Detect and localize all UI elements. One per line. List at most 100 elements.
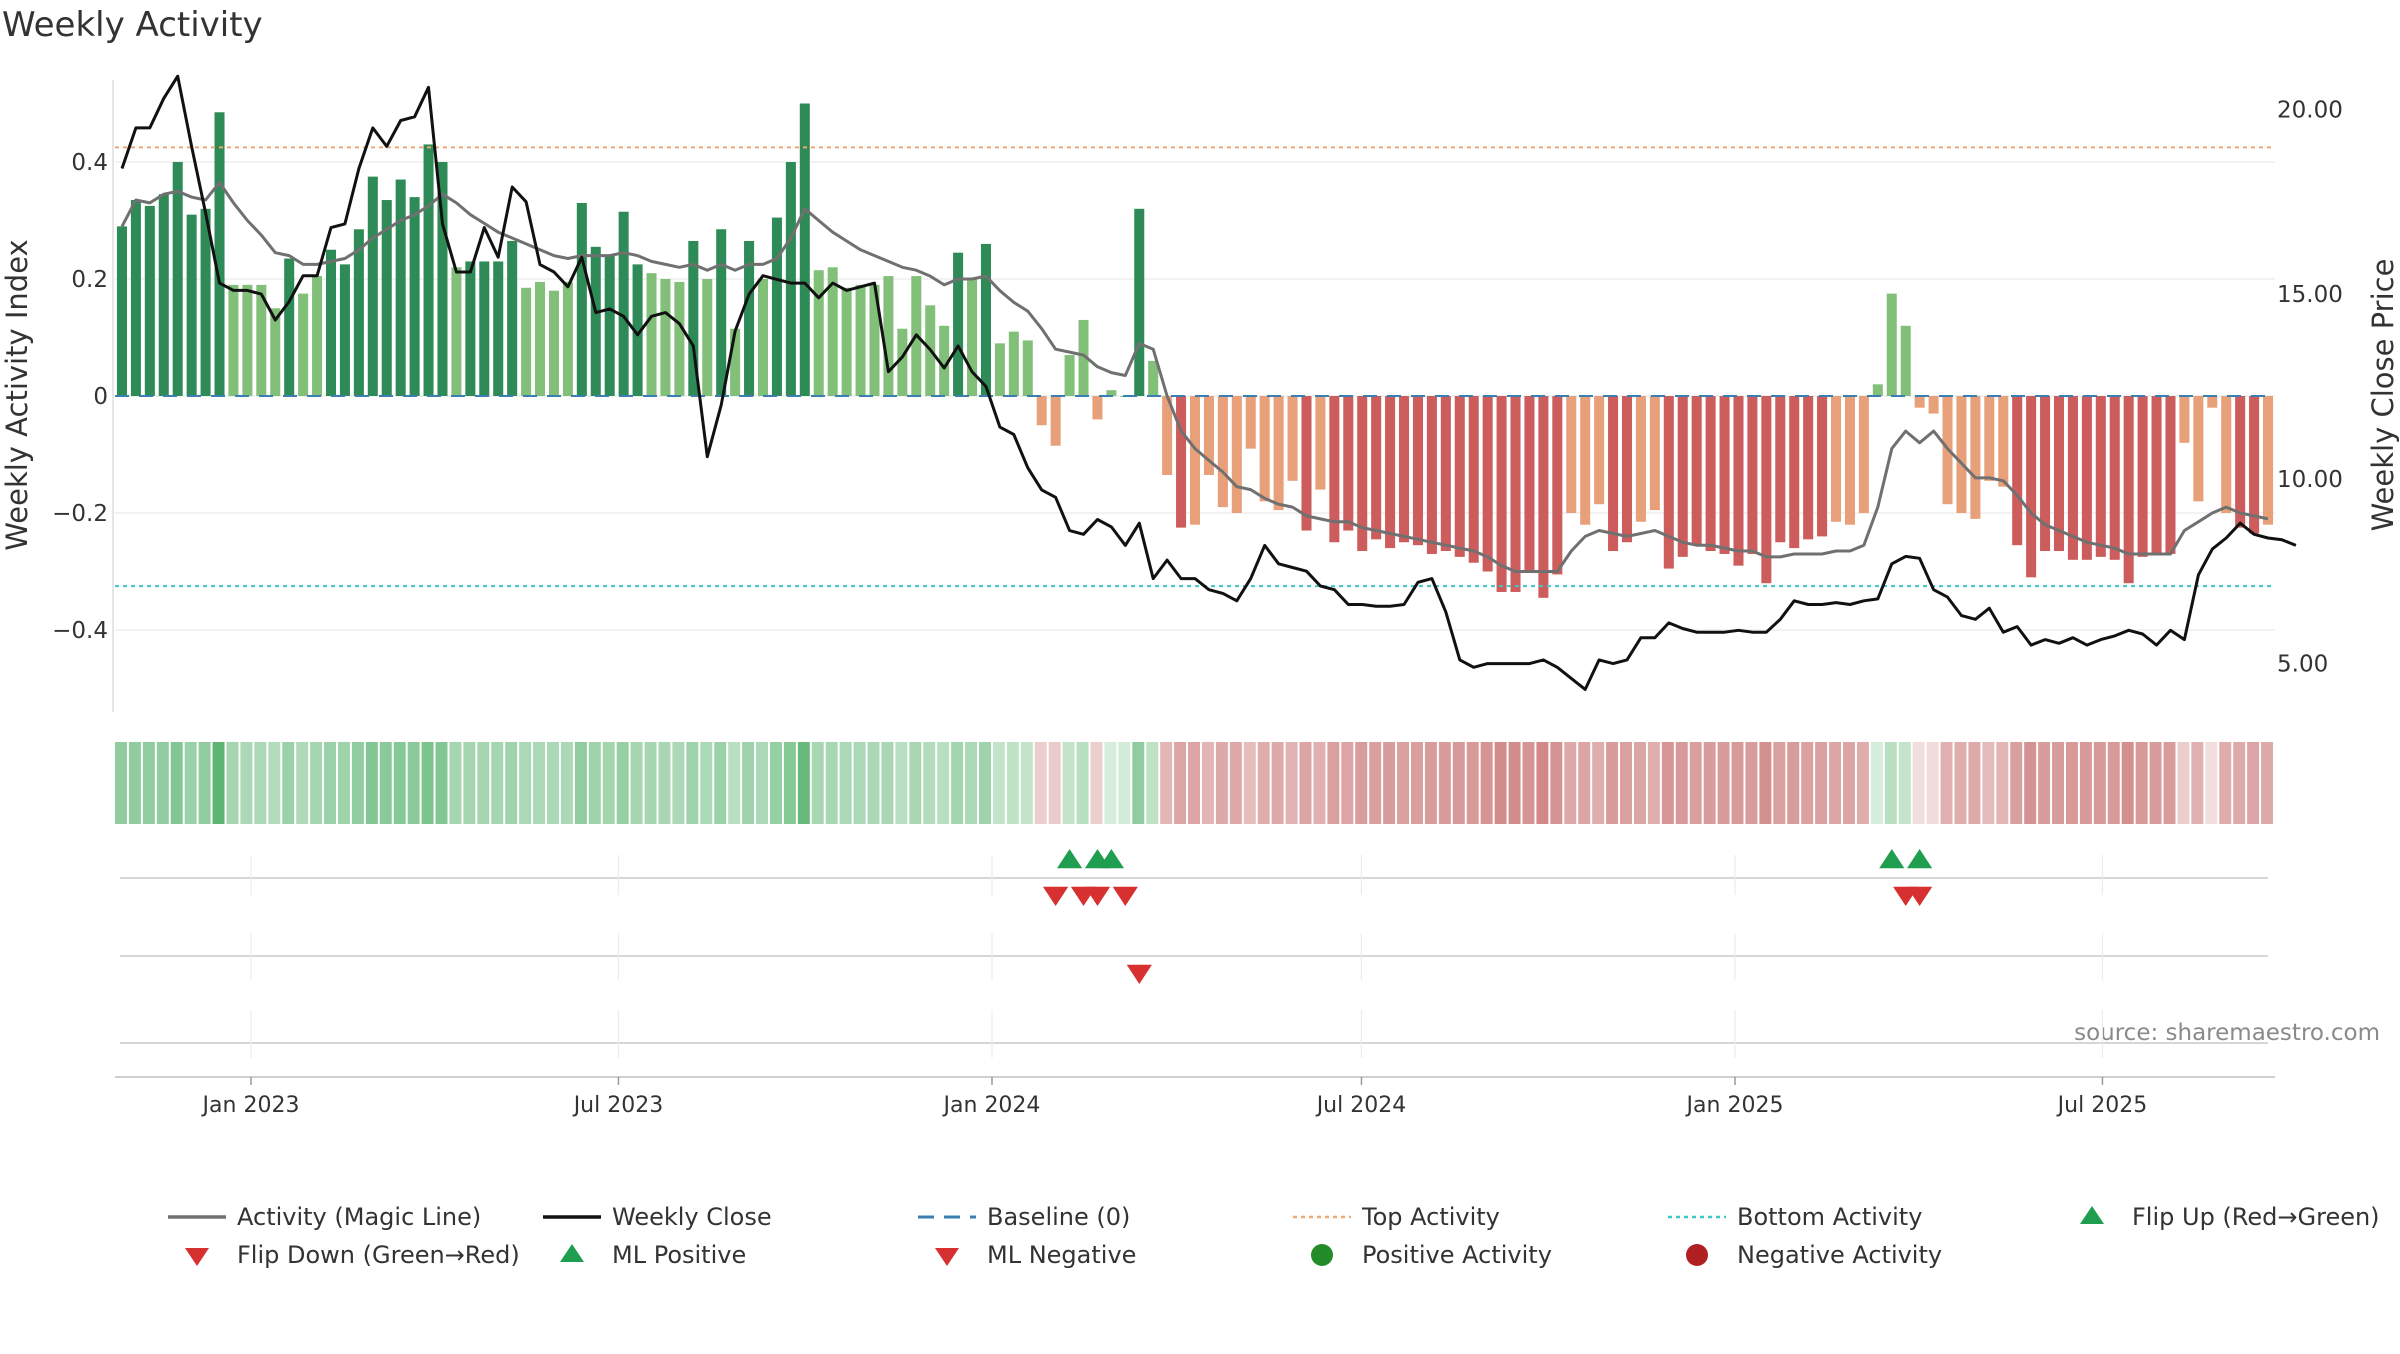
chart-title: Weekly Activity — [2, 5, 263, 45]
strip-cell — [198, 742, 211, 824]
activity-bar — [785, 162, 796, 396]
strip-cell — [1034, 742, 1047, 824]
strip-cell — [1522, 742, 1535, 824]
x-tick-label: Jan 2023 — [201, 1093, 300, 1118]
strip-cell — [895, 742, 908, 824]
activity-bar — [493, 261, 504, 396]
activity-bar — [590, 246, 601, 396]
activity-bar — [1148, 360, 1159, 396]
strip-cell — [1508, 742, 1521, 824]
strip-cell — [1633, 742, 1646, 824]
activity-bar — [353, 229, 364, 396]
strip-cell — [421, 742, 434, 824]
activity-bar — [2221, 396, 2232, 513]
activity-bar — [2081, 396, 2092, 560]
strip-cell — [1132, 742, 1145, 824]
strip-cell — [1898, 742, 1911, 824]
strip-cell — [1675, 742, 1688, 824]
activity-bar — [1580, 396, 1591, 525]
left-y-axis-label: Weekly Activity Index — [0, 239, 34, 550]
activity-bar — [284, 258, 295, 396]
legend-triangle-down-swatch — [935, 1248, 959, 1266]
strip-cell — [156, 742, 169, 824]
strip-cell — [686, 742, 699, 824]
activity-bar — [451, 267, 462, 396]
strip-cell — [1926, 742, 1939, 824]
strip-cell — [811, 742, 824, 824]
strip-cell — [1578, 742, 1591, 824]
legend-item: Positive Activity — [1311, 1241, 1552, 1269]
strip-cell — [1146, 742, 1159, 824]
activity-bar — [1245, 396, 1256, 449]
strip-cell — [2052, 742, 2065, 824]
legend-item: Negative Activity — [1686, 1241, 1942, 1269]
activity-bar — [1510, 396, 1521, 592]
activity-bar — [535, 281, 546, 396]
strip-cell — [296, 742, 309, 824]
activity-bar — [1203, 396, 1214, 475]
activity-bar — [799, 103, 810, 396]
strip-cell — [602, 742, 615, 824]
activity-bar — [939, 325, 950, 396]
strip-cell — [1940, 742, 1953, 824]
strip-cell — [1494, 742, 1507, 824]
magic-line-series — [120, 181, 2269, 573]
strip-cell — [1438, 742, 1451, 824]
activity-bar — [465, 261, 476, 396]
activity-bar — [1649, 396, 1660, 511]
activity-bar — [409, 197, 420, 396]
strip-cell — [1801, 742, 1814, 824]
activity-bar — [2151, 396, 2162, 554]
right-y-axis-label: Weekly Close Price — [2366, 259, 2400, 532]
strip-cell — [1452, 742, 1465, 824]
strip-cell — [310, 742, 323, 824]
activity-bar — [994, 343, 1005, 396]
activity-bar — [1803, 396, 1814, 540]
strip-cell — [282, 742, 295, 824]
strip-cell — [449, 742, 462, 824]
strip-cell — [1397, 742, 1410, 824]
strip-cell — [2149, 742, 2162, 824]
legend-label: Activity (Magic Line) — [237, 1203, 481, 1231]
activity-bar — [2207, 396, 2218, 408]
strip-cell — [937, 742, 950, 824]
strip-cell — [2219, 742, 2232, 824]
strip-cell — [1564, 742, 1577, 824]
activity-bar — [186, 214, 197, 396]
activity-bar — [2235, 396, 2246, 528]
strip-cell — [2261, 742, 2274, 824]
activity-bar — [1608, 396, 1619, 552]
strip-cell — [1383, 742, 1396, 824]
activity-bar — [1008, 331, 1019, 396]
legend-item: Weekly Close — [543, 1203, 772, 1231]
strip-cell — [1466, 742, 1479, 824]
legend-circle-swatch — [1686, 1244, 1708, 1266]
activity-bar — [813, 270, 824, 396]
legend-label: Negative Activity — [1737, 1241, 1942, 1269]
strip-cell — [1424, 742, 1437, 824]
strip-cell — [1996, 742, 2009, 824]
left-tick-label: −0.2 — [52, 501, 108, 527]
activity-bar — [2123, 396, 2134, 584]
legend-label: Baseline (0) — [987, 1203, 1130, 1231]
strip-cell — [1745, 742, 1758, 824]
activity-bar — [744, 240, 755, 396]
strip-cell — [1620, 742, 1633, 824]
activity-bar — [521, 287, 532, 396]
activity-bar — [325, 249, 337, 396]
activity-bar — [827, 267, 838, 396]
strip-cell — [324, 742, 337, 824]
activity-bar — [1789, 396, 1800, 549]
strip-cell — [393, 742, 406, 824]
strip-cell — [1076, 742, 1089, 824]
activity-bar — [1176, 396, 1187, 528]
strip-cell — [1703, 742, 1716, 824]
activity-bar — [1078, 319, 1089, 396]
activity-bar — [1189, 396, 1201, 525]
strip-cell — [2107, 742, 2120, 824]
activity-bar — [507, 240, 518, 396]
activity-bar — [2053, 396, 2065, 552]
strip-cell — [616, 742, 629, 824]
flip-up-marker — [1057, 849, 1083, 869]
